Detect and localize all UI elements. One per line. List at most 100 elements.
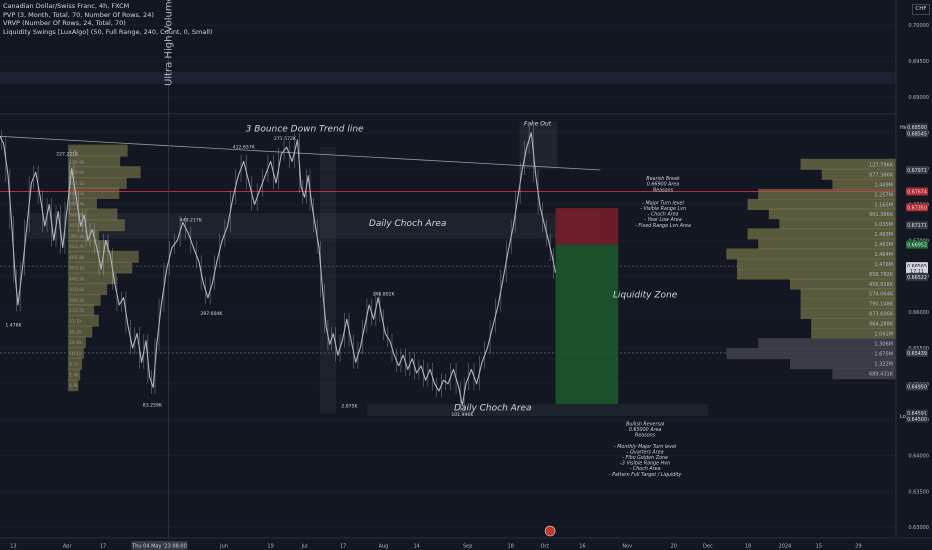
price-label: 0.67971 [907, 168, 927, 174]
pvp-bar [68, 144, 128, 157]
pvp-bar [68, 208, 118, 221]
price-tick: 0.69000 [908, 95, 929, 101]
pvp-label: 448.9k [69, 276, 85, 282]
vrvp-label: 127.796K [869, 162, 894, 168]
time-tick: Oct [540, 544, 549, 550]
reset-marker-icon [544, 525, 556, 537]
note-line: Bullish Reversal [626, 421, 665, 427]
time-tick: Jun [219, 544, 228, 550]
vrvp-bar [726, 248, 896, 260]
price-label: 0.64950 [907, 385, 927, 391]
pvp-label: 455.7k [69, 223, 85, 229]
grid-band [0, 71, 896, 84]
price-label: 0.67350 [907, 205, 927, 211]
price-tick: 0.63500 [908, 489, 929, 495]
pvp-bar [68, 155, 121, 168]
note-line: Reasons [635, 433, 656, 439]
price-label-box [906, 382, 928, 391]
swing-label: 101.996K [451, 412, 474, 418]
pvp-label: 421.4k [69, 244, 85, 250]
pvp-label: 14.6k [69, 340, 82, 346]
time-tick: Aug [379, 544, 389, 550]
time-tick: 2024 [779, 544, 792, 550]
price-label: 0.67171 [907, 223, 927, 229]
price-label-box [906, 272, 928, 281]
vrvp-bar [800, 307, 896, 319]
time-tick: 17 [340, 544, 346, 550]
annotation: Liquidity Zone [613, 291, 678, 301]
price-label: 0.64500 [907, 417, 927, 423]
price-label: 17:11 [910, 269, 924, 275]
time-tick: 18 [745, 544, 751, 550]
vrvp-bar [747, 228, 896, 240]
pvp-label: 6.9k [69, 383, 79, 389]
currency-button[interactable]: CHF [912, 4, 930, 15]
pvp-label: 10.1k [69, 351, 82, 357]
price-label: 0.66522 [907, 275, 927, 281]
note-line: - Monthly Major Turn level [614, 444, 677, 450]
vrvp-label: 1.306M [874, 342, 893, 348]
pvp-label: 1.4k [69, 372, 79, 378]
pvp-label: 463.1k [69, 266, 85, 272]
vrvp-label: 790.148K [869, 301, 894, 307]
price-label: 0.66952 [907, 243, 927, 249]
pvp-label: 51.1k [69, 319, 82, 325]
swing-label: 271.572K [274, 136, 297, 142]
price-label-box [906, 414, 928, 423]
pvp-bar [68, 314, 99, 327]
pvp-bar [68, 176, 127, 189]
vrvp-label: 901.366K [869, 212, 894, 218]
time-tick: 13 [10, 544, 16, 550]
price-tick: 0.70000 [908, 23, 929, 29]
vrvp-bar [737, 258, 896, 270]
time-tick: Apr [63, 544, 73, 550]
price-label-box [906, 187, 928, 196]
price-label-box [906, 122, 928, 131]
zone-fake-out [519, 121, 558, 169]
vrvp-bar [800, 158, 896, 170]
swing-label: 346.802K [372, 292, 395, 298]
pvp-bar [68, 379, 79, 392]
vrvp-label: 1.041M [874, 332, 893, 338]
pvp-label: 178.9k [69, 170, 85, 176]
price-label-text: Low [900, 414, 910, 420]
pvp-label: 1.4 [69, 149, 76, 155]
note-line: - Choch Area [630, 466, 661, 472]
vrvp-bar [758, 188, 896, 200]
indicator-vrvp[interactable]: VRVP (Number Of Rows, 24, Total, 70) [3, 19, 126, 28]
pvp-label: 395.6k [69, 234, 85, 240]
price-label-text: High [900, 125, 912, 131]
price-label: 0.68545 [907, 131, 927, 137]
pvp-bar [68, 283, 108, 296]
time-tick: 19 [267, 544, 273, 550]
vrvp-label: 1.463M [874, 242, 893, 248]
chart-legend: Canadian Dollar/Swiss Franc, 4h, FXCM PV… [3, 2, 212, 36]
vrvp-label: 964.288K [869, 322, 894, 328]
pvp-bar [68, 197, 97, 210]
time-tick: 14 [413, 544, 419, 550]
pvp-label: 290.2k [69, 298, 85, 304]
vrvp-bar [779, 218, 896, 230]
symbol-title[interactable]: Canadian Dollar/Swiss Franc, 4h, FXCM [3, 2, 130, 10]
pvp-label: 136.6k [69, 159, 85, 165]
time-tick: Dec [703, 544, 713, 550]
pvp-bar [68, 346, 84, 359]
annotation: Daily Choch Area [454, 403, 532, 413]
annotation: 3 Bounce Down Trend line [246, 124, 364, 134]
vrvp-bar [811, 318, 896, 330]
vrvp-bar [800, 297, 896, 309]
indicator-liquidity-swings[interactable]: Liquidity Swings [LuxAlgo] (50, Full Ran… [3, 27, 213, 36]
note-line: - Fibo Golden Zone [622, 455, 668, 461]
time-tick: Nov [622, 544, 632, 550]
pvp-bar [68, 336, 86, 349]
pvp-bar [68, 272, 117, 285]
time-tick: 20 [671, 544, 677, 550]
price-tick: 0.63000 [908, 525, 929, 531]
note-line: -3 Visible Range Hvn [620, 461, 670, 467]
indicator-pvp[interactable]: PVP (3, Month, Total, 70, Number Of Rows… [3, 10, 154, 19]
pvp-bar [68, 293, 101, 306]
price-label: 0.65439 [907, 351, 927, 357]
vrvp-label: 1.675M [874, 352, 893, 358]
price-label: 0.64591 [907, 411, 927, 417]
